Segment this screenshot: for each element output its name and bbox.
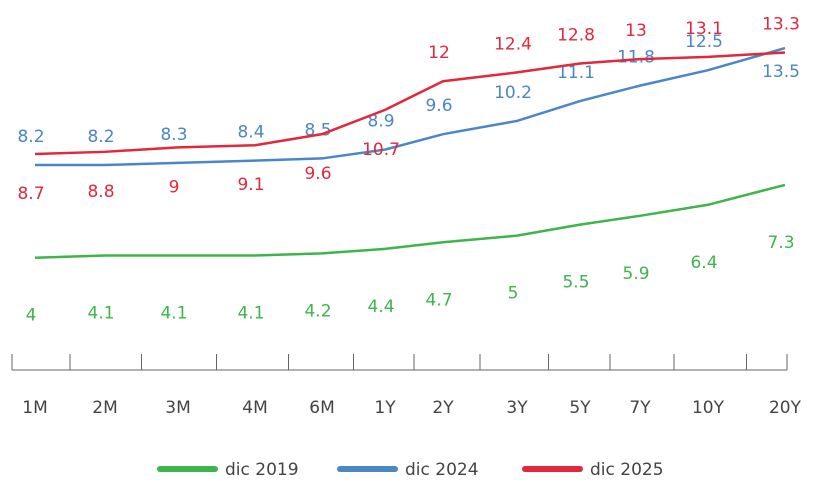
data-label: 11.8 — [617, 48, 655, 68]
x-tick-label: 1M — [22, 398, 47, 418]
x-tick-label: 20Y — [769, 398, 802, 418]
data-label: 8.2 — [17, 127, 44, 147]
data-label: 7.3 — [767, 233, 794, 253]
data-label: 12.5 — [685, 32, 723, 52]
legend-label: dic 2025 — [590, 460, 664, 480]
x-tick-label: 6M — [309, 398, 334, 418]
x-tick-label: 2Y — [432, 398, 454, 418]
data-label: 9 — [169, 177, 180, 197]
x-tick-label: 4M — [242, 398, 267, 418]
data-label: 12.8 — [557, 26, 595, 46]
x-tick-label: 2M — [92, 398, 117, 418]
data-label: 8.9 — [367, 112, 394, 132]
x-tick-label: 3Y — [506, 398, 528, 418]
data-label: 13.3 — [762, 15, 800, 35]
data-label: 13.5 — [762, 62, 800, 82]
data-label: 8.4 — [237, 123, 264, 143]
data-label: 5.9 — [622, 264, 649, 284]
data-label: 6.4 — [690, 253, 717, 273]
data-label: 4.2 — [304, 301, 331, 321]
data-label: 10.7 — [362, 140, 400, 160]
data-label: 5.5 — [562, 273, 589, 293]
data-label: 8.2 — [87, 127, 114, 147]
data-label: 4.4 — [367, 297, 394, 317]
data-label: 4.1 — [160, 304, 187, 324]
legend-label: dic 2024 — [405, 460, 479, 480]
data-label: 4 — [26, 306, 37, 326]
series-line — [35, 46, 786, 167]
data-label: 11.1 — [557, 63, 595, 83]
x-tick-label: 7Y — [629, 398, 651, 418]
data-label: 13.1 — [685, 19, 723, 39]
data-label: 4.1 — [237, 304, 264, 324]
data-label: 8.7 — [17, 184, 44, 204]
data-label: 10.2 — [494, 83, 532, 103]
series-line — [34, 183, 786, 259]
data-label: 4.1 — [87, 304, 114, 324]
data-label: 9.1 — [237, 175, 264, 195]
data-label: 5 — [508, 284, 519, 304]
data-label: 12.4 — [494, 34, 532, 54]
data-label: 12 — [428, 43, 450, 63]
data-label: 9.6 — [304, 164, 331, 184]
x-tick-label: 10Y — [692, 398, 725, 418]
data-label: 9.6 — [425, 96, 452, 116]
legend-label: dic 2019 — [225, 460, 299, 480]
data-label: 4.7 — [425, 290, 452, 310]
x-tick-label: 1Y — [374, 398, 396, 418]
x-tick-label: 5Y — [569, 398, 591, 418]
data-label: 13 — [625, 21, 647, 41]
data-label: 8.8 — [87, 182, 114, 202]
data-label: 8.3 — [160, 125, 187, 145]
series-line — [34, 51, 786, 156]
x-tick-label: 3M — [165, 398, 190, 418]
